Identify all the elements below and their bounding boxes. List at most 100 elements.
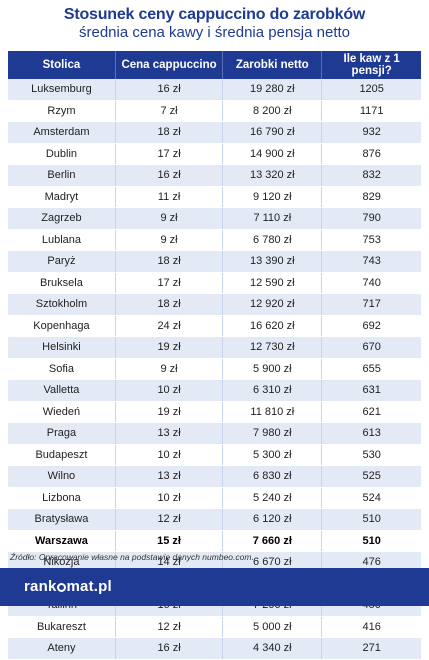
cell-net-salary: 12 730 zł [222, 336, 323, 359]
cell-coffees-count: 753 [321, 229, 421, 251]
cell-capital: Berlin [8, 164, 116, 187]
cell-capital: Wilno [8, 465, 116, 488]
cell-cappuccino-price: 16 zł [115, 637, 224, 660]
cell-capital: Dublin [8, 143, 116, 165]
cell-net-salary: 7 660 zł [222, 530, 323, 552]
cell-net-salary: 5 300 zł [222, 444, 323, 466]
logo-text-part1: rank [24, 578, 57, 595]
table-row: Wilno 13 zł 6 830 zł 525 [8, 465, 421, 488]
table-row: Warszawa 15 zł 7 660 zł 510 [8, 530, 421, 552]
cell-coffees-count: 613 [321, 422, 421, 445]
cell-capital: Rzym [8, 100, 116, 122]
page-subtitle: średnia cena kawy i średnia pensja netto [79, 24, 350, 41]
rankomat-logo[interactable]: rank mat.pl [24, 578, 112, 595]
table-row: Paryż 18 zł 13 390 zł 743 [8, 250, 421, 273]
cell-cappuccino-price: 9 zł [115, 358, 224, 380]
cell-cappuccino-price: 17 zł [115, 143, 224, 165]
cell-cappuccino-price: 15 zł [115, 530, 224, 552]
cell-net-salary: 9 120 zł [222, 186, 323, 208]
table-row: Ateny 16 zł 4 340 zł 271 [8, 637, 421, 660]
cell-capital: Ateny [8, 637, 116, 660]
cell-capital: Valletta [8, 379, 116, 402]
cell-cappuccino-price: 12 zł [115, 508, 224, 531]
cell-coffees-count: 530 [321, 444, 421, 466]
cell-capital: Warszawa [8, 530, 116, 552]
cell-coffees-count: 510 [321, 530, 421, 552]
table-row: Rzym 7 zł 8 200 zł 1171 [8, 100, 421, 122]
cell-net-salary: 6 830 zł [222, 465, 323, 488]
cell-coffees-count: 631 [321, 379, 421, 402]
logo-circle-icon [57, 583, 66, 592]
table-row: Helsinki 19 zł 12 730 zł 670 [8, 336, 421, 359]
cell-net-salary: 19 280 zł [222, 79, 323, 101]
cell-net-salary: 16 790 zł [222, 121, 323, 144]
cell-net-salary: 6 310 zł [222, 379, 323, 402]
footer-bar: rank mat.pl [0, 568, 429, 606]
cell-cappuccino-price: 19 zł [115, 336, 224, 359]
table-row: Sofia 9 zł 5 900 zł 655 [8, 358, 421, 380]
cell-net-salary: 12 590 zł [222, 272, 323, 294]
cell-coffees-count: 1171 [321, 100, 421, 122]
cell-cappuccino-price: 11 zł [115, 186, 224, 208]
cell-net-salary: 14 900 zł [222, 143, 323, 165]
table-row: Praga 13 zł 7 980 zł 613 [8, 422, 421, 445]
cell-coffees-count: 271 [321, 637, 421, 660]
cell-cappuccino-price: 16 zł [115, 164, 224, 187]
cell-net-salary: 13 320 zł [222, 164, 323, 187]
cell-coffees-count: 1205 [321, 79, 421, 101]
header-coffees-per-salary: Ile kaw z 1 pensji? [321, 51, 421, 79]
cell-coffees-count: 670 [321, 336, 421, 359]
cell-capital: Bukareszt [8, 616, 116, 638]
cell-capital: Kopenhaga [8, 315, 116, 337]
cell-net-salary: 5 000 zł [222, 616, 323, 638]
cell-net-salary: 7 110 zł [222, 207, 323, 230]
cell-cappuccino-price: 10 zł [115, 379, 224, 402]
cell-coffees-count: 510 [321, 508, 421, 531]
table-row: Bratysława 12 zł 6 120 zł 510 [8, 508, 421, 531]
cell-net-salary: 5 900 zł [222, 358, 323, 380]
cell-net-salary: 8 200 zł [222, 100, 323, 122]
cell-cappuccino-price: 18 zł [115, 293, 224, 316]
cell-net-salary: 4 340 zł [222, 637, 323, 660]
cell-coffees-count: 525 [321, 465, 421, 488]
cell-cappuccino-price: 12 zł [115, 616, 224, 638]
cell-net-salary: 11 810 zł [222, 401, 323, 423]
table-row: Kopenhaga 24 zł 16 620 zł 692 [8, 315, 421, 337]
table-row: Luksemburg 16 zł 19 280 zł 1205 [8, 79, 421, 101]
cell-capital: Praga [8, 422, 116, 445]
cell-capital: Nikozja [8, 551, 116, 574]
cell-coffees-count: 932 [321, 121, 421, 144]
table-row: Lublana 9 zł 6 780 zł 753 [8, 229, 421, 251]
cell-coffees-count: 655 [321, 358, 421, 380]
cell-capital: Budapeszt [8, 444, 116, 466]
cell-cappuccino-price: 9 zł [115, 229, 224, 251]
cell-cappuccino-price: 16 zł [115, 79, 224, 101]
cell-cappuccino-price: 14 zł [115, 551, 224, 574]
cell-net-salary: 7 980 zł [222, 422, 323, 445]
cell-cappuccino-price: 10 zł [115, 444, 224, 466]
table-header-row: Stolica Cena cappuccino Zarobki netto Il… [8, 51, 421, 79]
header-net-salary: Zarobki netto [222, 51, 323, 79]
cell-capital: Zagrzeb [8, 207, 116, 230]
cell-coffees-count: 743 [321, 250, 421, 273]
cell-cappuccino-price: 10 zł [115, 487, 224, 509]
cell-capital: Sofia [8, 358, 116, 380]
table-row: Nikozja 14 zł 6 670 zł 476 [8, 551, 421, 574]
cell-capital: Bruksela [8, 272, 116, 294]
cell-coffees-count: 524 [321, 487, 421, 509]
source-note: Źródło: Opracowanie własne na podstawie … [10, 552, 254, 562]
cell-capital: Lizbona [8, 487, 116, 509]
cell-coffees-count: 717 [321, 293, 421, 316]
cell-capital: Wiedeń [8, 401, 116, 423]
cell-capital: Paryż [8, 250, 116, 273]
cell-net-salary: 6 670 zł [222, 551, 323, 574]
cell-net-salary: 5 240 zł [222, 487, 323, 509]
cell-cappuccino-price: 13 zł [115, 465, 224, 488]
cell-cappuccino-price: 24 zł [115, 315, 224, 337]
table-row: Budapeszt 10 zł 5 300 zł 530 [8, 444, 421, 466]
cell-cappuccino-price: 9 zł [115, 207, 224, 230]
logo-text-part2: mat.pl [66, 578, 112, 595]
table-body: Luksemburg 16 zł 19 280 zł 1205 Rzym 7 zł 8 20… [8, 79, 421, 660]
cell-capital: Bratysława [8, 508, 116, 531]
table-row: Lizbona 10 zł 5 240 zł 524 [8, 487, 421, 509]
